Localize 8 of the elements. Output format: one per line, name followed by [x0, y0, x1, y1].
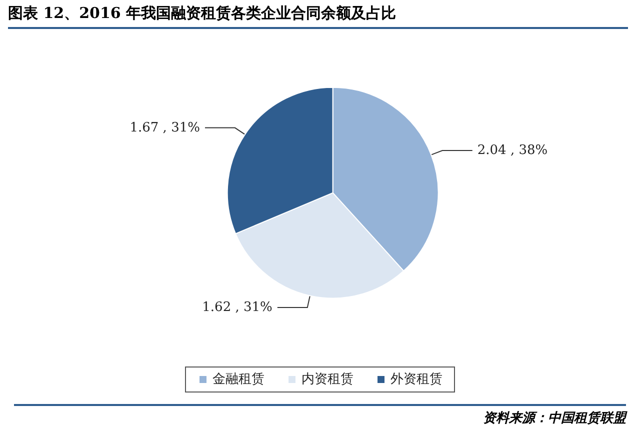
data-label: 2.04 , 38%: [477, 143, 548, 158]
legend-label: 内资租赁: [302, 372, 354, 387]
text: 资料来源：中国租赁联盟: [14, 404, 626, 427]
chart-title: 图表 12、2016 年我国融资租赁各类企业合同余额及占比: [8, 4, 628, 29]
legend-label: 金融租赁: [212, 372, 264, 387]
data-label: 1.62 , 31%: [202, 300, 272, 315]
data-label: 1.67 , 31%: [130, 120, 200, 136]
legend-label: 外资租赁: [390, 372, 442, 387]
